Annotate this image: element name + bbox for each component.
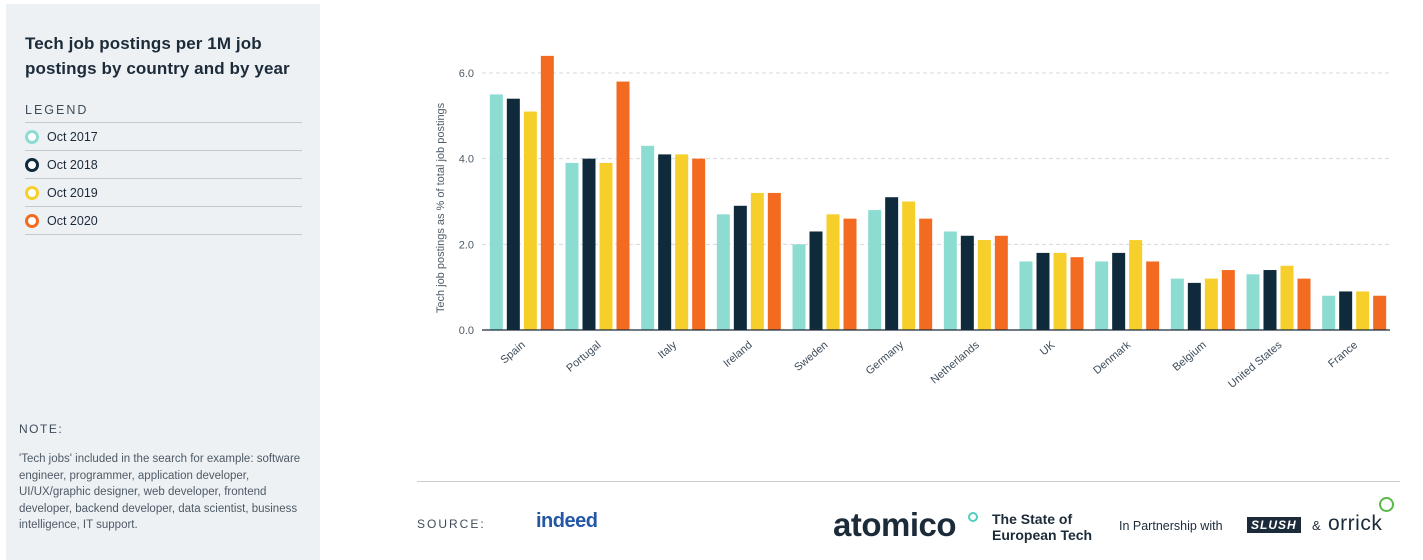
x-tick-label: France bbox=[1326, 339, 1360, 370]
bar bbox=[599, 162, 613, 330]
bar bbox=[977, 240, 991, 330]
bar bbox=[641, 145, 655, 330]
x-tick-label: Belgium bbox=[1171, 339, 1209, 374]
bar bbox=[767, 192, 781, 330]
bar bbox=[1187, 282, 1201, 330]
y-tick-label: 6.0 bbox=[459, 68, 474, 80]
bar bbox=[675, 154, 689, 330]
chart-title: Tech job postings per 1M job postings by… bbox=[25, 34, 290, 78]
bar bbox=[792, 244, 806, 330]
bar bbox=[489, 94, 503, 330]
x-tick-label: Netherlands bbox=[929, 339, 983, 387]
report-title-line1: The State of bbox=[992, 511, 1073, 527]
bar bbox=[994, 235, 1008, 330]
legend-swatch-icon bbox=[25, 129, 39, 144]
bar bbox=[1170, 278, 1184, 330]
slush-logo: SLUSH bbox=[1247, 517, 1301, 533]
bar-chart: Tech job postings as % of total job post… bbox=[435, 55, 1390, 391]
bar bbox=[1070, 257, 1084, 330]
legend-swatch-icon bbox=[25, 185, 39, 200]
bar bbox=[868, 210, 882, 330]
bar bbox=[885, 197, 899, 330]
atomico-logo-dot-icon bbox=[968, 512, 978, 522]
x-tick-label: Spain bbox=[498, 339, 527, 366]
bar bbox=[1019, 261, 1033, 330]
x-tick-label: Germany bbox=[864, 339, 907, 378]
bar bbox=[1112, 252, 1126, 330]
partnership-label: In Partnership with bbox=[1119, 519, 1223, 533]
legend-label: Oct 2019 bbox=[47, 185, 98, 200]
bar bbox=[1129, 240, 1143, 330]
bar bbox=[1280, 265, 1294, 330]
legend-label: Oct 2017 bbox=[47, 129, 98, 144]
legend-label: Oct 2020 bbox=[47, 213, 98, 228]
bar bbox=[809, 231, 823, 330]
bar bbox=[1373, 295, 1387, 330]
bar bbox=[616, 81, 630, 330]
y-axis-title: Tech job postings as % of total job post… bbox=[435, 102, 447, 313]
bar bbox=[1297, 278, 1311, 330]
source-label: SOURCE: bbox=[417, 517, 486, 531]
bar bbox=[1204, 278, 1218, 330]
bar bbox=[826, 214, 840, 330]
orrick-logo-ring-icon bbox=[1379, 497, 1394, 512]
bar bbox=[582, 158, 596, 330]
bar bbox=[1036, 252, 1050, 330]
indeed-logo: indeed bbox=[536, 510, 598, 532]
y-tick-label: 0.0 bbox=[459, 325, 474, 337]
report-title-line2: European Tech bbox=[992, 527, 1093, 543]
legend: Oct 2017 Oct 2018 Oct 2019 Oct 2020 bbox=[25, 123, 302, 235]
x-tick-label: United States bbox=[1226, 339, 1285, 391]
y-tick-label: 2.0 bbox=[459, 239, 474, 251]
bar bbox=[523, 111, 537, 330]
bar bbox=[1322, 295, 1336, 330]
note-heading: NOTE: bbox=[19, 422, 64, 436]
bar bbox=[750, 192, 764, 330]
bar bbox=[1053, 252, 1067, 330]
bar bbox=[506, 98, 520, 330]
x-tick-label: UK bbox=[1038, 339, 1058, 358]
sidebar-panel: Tech job postings per 1M job postings by… bbox=[6, 4, 320, 560]
bar bbox=[843, 218, 857, 330]
bar bbox=[733, 205, 747, 330]
x-tick-label: Portugal bbox=[564, 339, 603, 375]
report-title: The State of European Tech bbox=[992, 511, 1092, 543]
bar bbox=[1339, 291, 1353, 330]
legend-item: Oct 2018 bbox=[25, 151, 302, 179]
legend-swatch-icon bbox=[25, 213, 39, 228]
orrick-logo: orrick bbox=[1328, 512, 1383, 535]
bar bbox=[1221, 270, 1235, 330]
bar bbox=[1095, 261, 1109, 330]
legend-item: Oct 2020 bbox=[25, 207, 302, 235]
note-text: 'Tech jobs' included in the search for e… bbox=[19, 453, 301, 531]
legend-item: Oct 2017 bbox=[25, 123, 302, 151]
footer-divider bbox=[417, 481, 1400, 482]
bar bbox=[658, 154, 672, 330]
legend-heading: LEGEND bbox=[25, 103, 302, 123]
bar bbox=[960, 235, 974, 330]
legend-item: Oct 2019 bbox=[25, 179, 302, 207]
bar bbox=[1356, 291, 1370, 330]
x-tick-label: Italy bbox=[656, 339, 680, 361]
bar bbox=[943, 231, 957, 330]
atomico-logo: atomico bbox=[833, 506, 957, 543]
legend-swatch-icon bbox=[25, 157, 39, 172]
bar bbox=[919, 218, 933, 330]
bar bbox=[1146, 261, 1160, 330]
bar bbox=[1263, 270, 1277, 330]
bar bbox=[716, 214, 730, 330]
bar bbox=[1246, 274, 1260, 330]
x-tick-label: Ireland bbox=[721, 339, 754, 370]
bar bbox=[902, 201, 916, 330]
bar bbox=[540, 55, 554, 330]
bar bbox=[692, 158, 706, 330]
bar bbox=[565, 162, 579, 330]
legend-label: Oct 2018 bbox=[47, 157, 98, 172]
x-tick-label: Denmark bbox=[1091, 339, 1133, 377]
ampersand: & bbox=[1312, 518, 1321, 533]
x-tick-label: Sweden bbox=[792, 339, 830, 374]
y-tick-label: 4.0 bbox=[459, 154, 474, 166]
